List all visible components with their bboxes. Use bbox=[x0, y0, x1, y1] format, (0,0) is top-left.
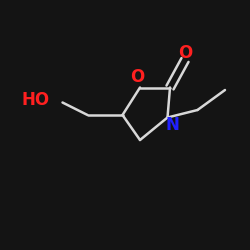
Text: N: N bbox=[166, 116, 179, 134]
Text: O: O bbox=[178, 44, 192, 62]
Text: HO: HO bbox=[22, 91, 50, 109]
Text: O: O bbox=[130, 68, 144, 86]
